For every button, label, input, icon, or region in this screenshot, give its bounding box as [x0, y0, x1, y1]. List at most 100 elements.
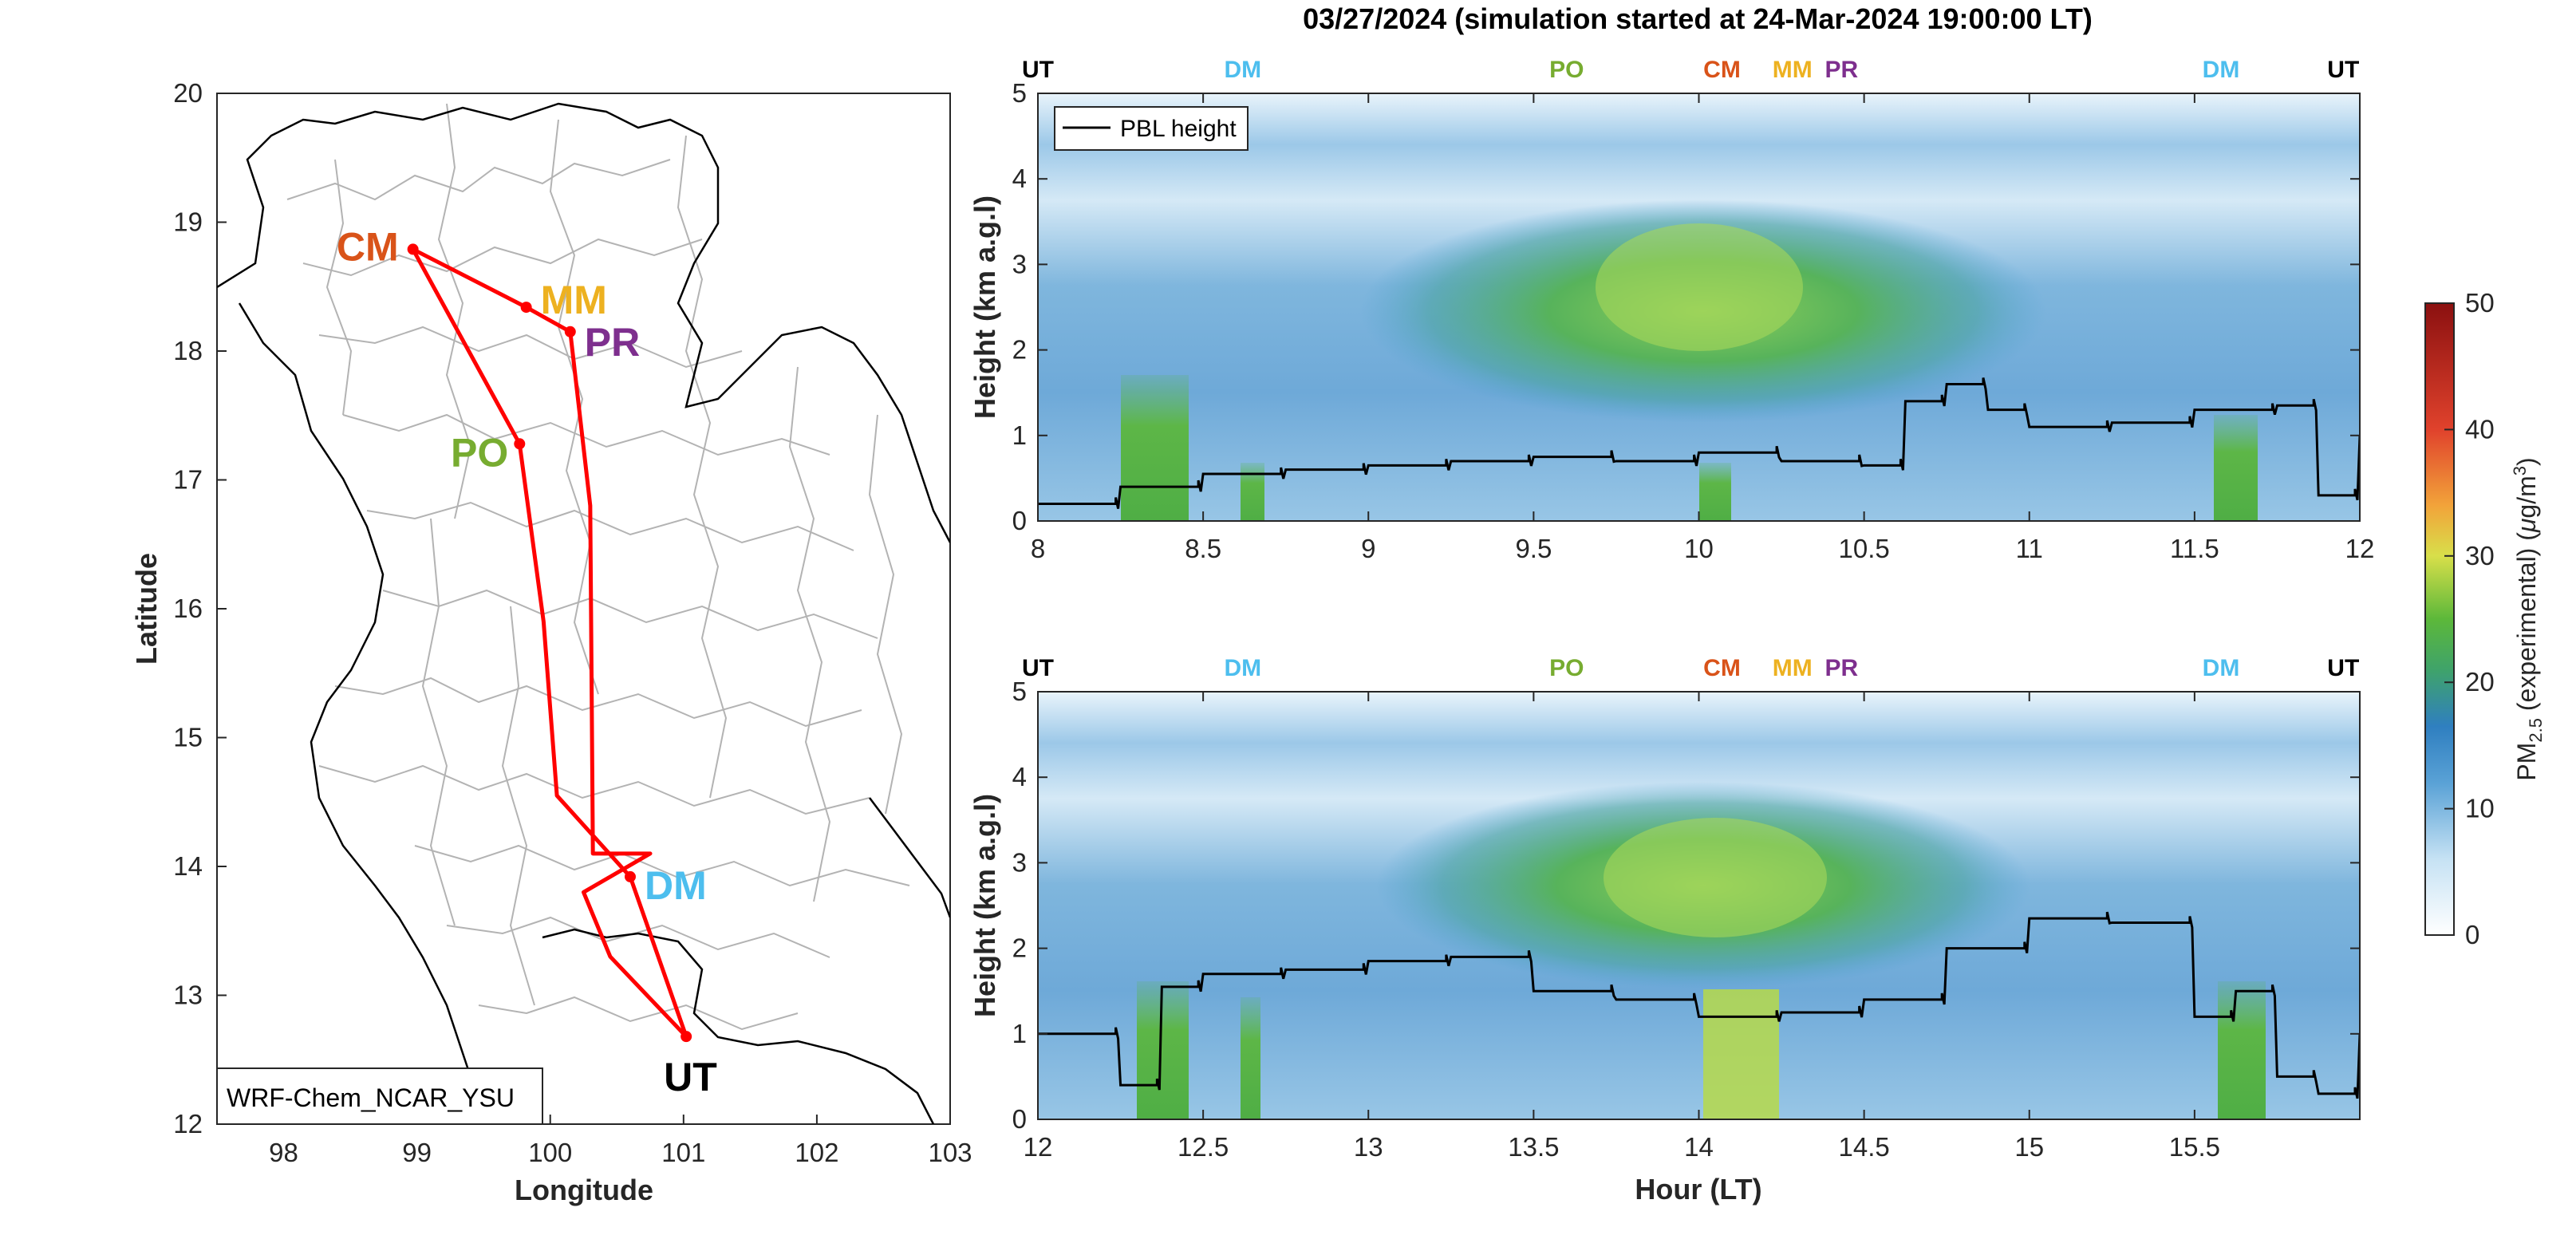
site-mark-ut: UT — [2327, 655, 2359, 681]
site-mark-dm: DM — [1225, 655, 1262, 681]
y-tick-label: 0 — [1012, 506, 1027, 535]
curtain-1-column-3 — [1699, 463, 1731, 521]
x-tick-label: 13 — [1354, 1132, 1383, 1162]
y-tick-label: 4 — [1012, 762, 1027, 791]
y-tick-label: 4 — [1012, 164, 1027, 193]
site-label-dm: DM — [645, 863, 707, 908]
site-marker-pr — [564, 326, 576, 337]
y-tick-label: 1 — [1012, 420, 1027, 450]
colorbar-tick-label: 0 — [2465, 920, 2479, 949]
x-tick-label: 10 — [1684, 534, 1714, 563]
map-x-label: Longitude — [515, 1174, 653, 1206]
colorbar-label-sub: 2.5 — [2526, 718, 2546, 743]
curtain-2-column-3 — [1703, 989, 1779, 1119]
x-tick-label: 9.5 — [1515, 534, 1552, 563]
colorbar-tick-label: 20 — [2465, 667, 2495, 697]
site-marker-dm — [624, 870, 636, 882]
map-y-tick-label: 15 — [173, 723, 203, 752]
colorbar-label: PM2.5 (experimental) (μg/m3) — [2510, 457, 2546, 780]
y-tick-label: 2 — [1012, 933, 1027, 963]
site-marker-ut — [680, 1031, 692, 1043]
x-tick-label: 14 — [1684, 1132, 1714, 1162]
map-y-label: Latitude — [130, 553, 163, 665]
map-y-tick-label: 18 — [173, 336, 203, 365]
curtain-2-column-2 — [1241, 997, 1260, 1119]
site-marker-mm — [520, 302, 532, 314]
site-mark-ut: UT — [1022, 655, 1054, 681]
map-x-tick-label: 103 — [928, 1138, 972, 1167]
flight-route — [411, 247, 688, 1038]
panel-2-y-ticks: 0 1 2 3 4 5 — [1012, 677, 2360, 1134]
site-label-ut: UT — [664, 1055, 717, 1099]
map-x-tick-label: 99 — [402, 1138, 432, 1167]
colorbar-label-mu: μ — [2512, 518, 2541, 533]
site-label-po: PO — [451, 430, 508, 475]
map-y-tick-label: 16 — [173, 594, 203, 623]
curtain-2-column-1 — [1137, 981, 1189, 1119]
site-mark-mm: MM — [1773, 655, 1813, 681]
map-x-tick-label: 100 — [528, 1138, 572, 1167]
x-tick-label: 14.5 — [1839, 1132, 1890, 1162]
map-y-ticks: 12 13 14 15 16 17 18 19 20 — [173, 78, 227, 1138]
country-and-coast-lines — [217, 102, 950, 1124]
panel-1-y-ticks: 0 1 2 3 4 5 — [1012, 78, 2360, 535]
panel-2-x-ticks: 12 12.5 13 13.5 14 14.5 15 15.5 — [1024, 692, 2220, 1162]
map-y-tick-label: 12 — [173, 1109, 203, 1138]
site-mark-dm: DM — [1225, 57, 1262, 83]
site-mark-cm: CM — [1703, 57, 1741, 83]
site-mark-dm: DM — [2203, 655, 2240, 681]
x-tick-label: 10.5 — [1839, 534, 1890, 563]
curtain-1-column-4 — [2214, 415, 2258, 521]
site-marker-po — [514, 438, 526, 450]
province-borders — [286, 103, 910, 1031]
colorbar-gradient — [2424, 302, 2455, 936]
site-mark-mm: MM — [1773, 57, 1813, 83]
site-mark-ut: UT — [1022, 57, 1054, 83]
colorbar-tick-label: 10 — [2465, 794, 2495, 823]
site-mark-po: PO — [1549, 655, 1584, 681]
x-tick-label: 12 — [2345, 534, 2375, 563]
site-label-mm: MM — [541, 278, 607, 322]
colorbar-tick-label: 40 — [2465, 414, 2495, 444]
pbl-legend: PBL height — [1054, 106, 1249, 151]
colorbar-ticks: 0 10 20 30 40 50 — [2444, 288, 2495, 949]
curtain-2-column-4 — [2218, 981, 2266, 1119]
map-axes-frame — [216, 93, 951, 1125]
map-x-tick-label: 102 — [795, 1138, 838, 1167]
site-mark-dm: DM — [2203, 57, 2240, 83]
panel-2-x-label: Hour (LT) — [1635, 1173, 1761, 1206]
colorbar-label-main: PM — [2512, 743, 2541, 781]
map-x-ticks: 98 99 100 101 102 103 — [269, 1115, 972, 1167]
panel-1-x-ticks: 8 8.5 9 9.5 10 10.5 11 11.5 12 — [1031, 93, 2375, 563]
panel-1-y-label: Height (km a.g.l) — [968, 195, 1001, 419]
site-mark-cm: CM — [1703, 655, 1741, 681]
x-tick-label: 11 — [2016, 534, 2043, 563]
y-tick-label: 5 — [1012, 78, 1027, 108]
site-mark-pr: PR — [1825, 655, 1858, 681]
map-legend-box — [216, 1067, 543, 1125]
y-tick-label: 3 — [1012, 249, 1027, 278]
figure-title: 03/27/2024 (simulation started at 24-Mar… — [1303, 2, 2093, 35]
colorbar-label-unit: g/m — [2512, 476, 2541, 518]
x-tick-label: 13.5 — [1508, 1132, 1559, 1162]
x-tick-label: 12 — [1024, 1132, 1053, 1162]
site-label-cm: CM — [337, 224, 399, 269]
curtain-1-column-2 — [1241, 463, 1264, 521]
site-mark-ut: UT — [2327, 57, 2359, 83]
colorbar-label-rest: (experimental) ( — [2512, 532, 2541, 718]
map-y-tick-label: 17 — [173, 465, 203, 495]
colorbar-tick-label: 30 — [2465, 541, 2495, 570]
colorbar-tick-label: 50 — [2465, 288, 2495, 318]
map-legend-label: WRF-Chem_NCAR_YSU — [227, 1083, 515, 1112]
colorbar-label-close: ) — [2512, 457, 2541, 466]
curtain-2-plume-peak — [1604, 818, 1827, 937]
y-tick-label: 2 — [1012, 335, 1027, 365]
map-legend: WRF-Chem_NCAR_YSU — [216, 1067, 543, 1125]
site-marker-cm — [407, 243, 419, 255]
site-mark-po: PO — [1549, 57, 1584, 83]
x-tick-label: 9 — [1361, 534, 1375, 563]
map-y-tick-label: 14 — [173, 851, 203, 881]
